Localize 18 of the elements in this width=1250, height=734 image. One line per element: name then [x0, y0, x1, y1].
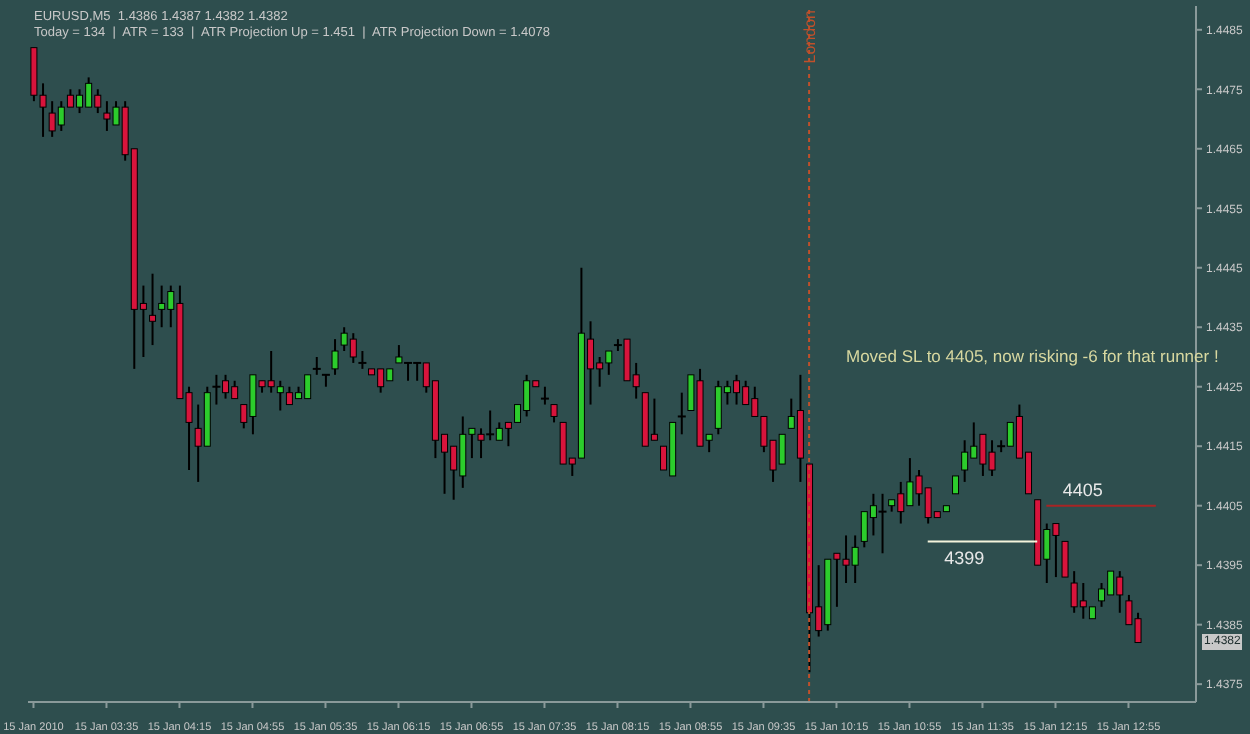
candlestick	[412, 361, 423, 382]
candlestick	[650, 397, 658, 442]
candlestick	[961, 439, 969, 483]
candlestick	[676, 391, 687, 436]
candlestick	[149, 272, 157, 347]
candlestick	[403, 361, 414, 382]
annotation: Moved SL to 4405, now risking -6 for that runner !	[846, 346, 1219, 366]
candlestick	[349, 332, 357, 364]
candlestick	[485, 409, 496, 442]
candlestick	[211, 373, 222, 406]
candlestick	[331, 338, 339, 376]
candlestick	[877, 492, 888, 555]
annotation: 4399	[944, 548, 985, 569]
candlestick	[796, 373, 804, 483]
candlestick	[320, 373, 331, 388]
annotation: 4405	[1062, 479, 1103, 500]
candlestick	[1061, 540, 1069, 578]
candlestick	[158, 284, 166, 329]
